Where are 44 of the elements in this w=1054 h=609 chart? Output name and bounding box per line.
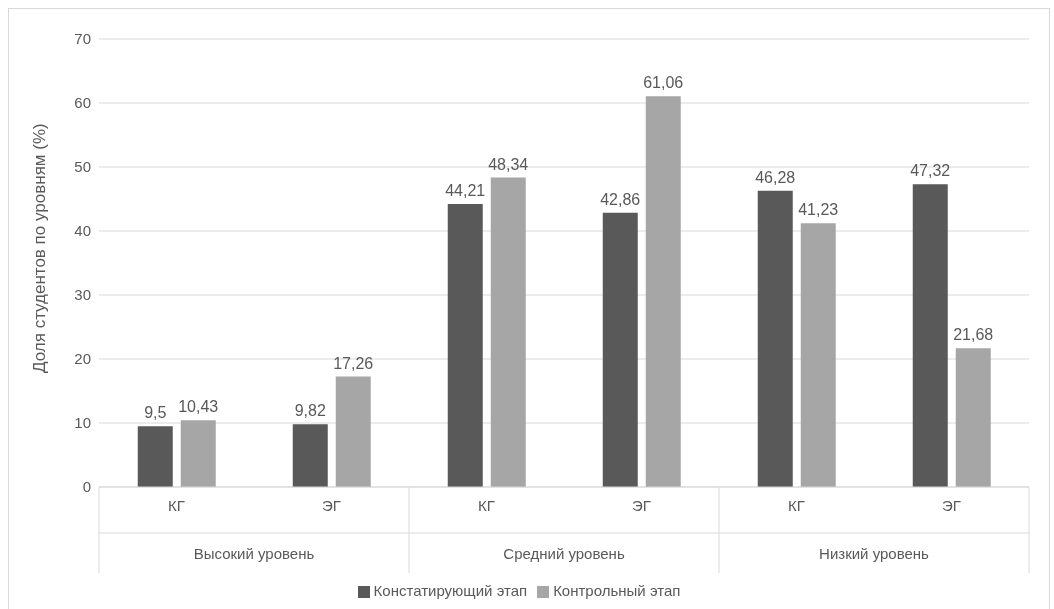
bar: [800, 223, 836, 487]
x-tick-label: ЭГ: [322, 497, 341, 514]
bar: [335, 376, 371, 487]
legend-label: Контрольный этап: [553, 582, 681, 599]
x-tick-label: КГ: [478, 497, 495, 514]
legend-label: Констатирующий этап: [373, 582, 528, 599]
y-tick-label: 0: [82, 478, 91, 496]
y-tick-label: 30: [74, 286, 91, 304]
y-tick-label: 40: [74, 222, 91, 240]
x-tick-label: КГ: [168, 497, 185, 514]
text: Низкий уровень: [819, 545, 930, 562]
bar: [757, 190, 793, 487]
data-label: 44,21: [445, 182, 486, 200]
data-label: 9,82: [294, 402, 326, 420]
bar: [292, 424, 328, 487]
x-tick-label: ЭГ: [942, 497, 961, 514]
y-tick-label: 50: [74, 158, 91, 176]
data-label: 47,32: [910, 162, 951, 180]
data-label: 61,06: [643, 74, 684, 92]
bar: [645, 96, 681, 487]
y-axis-title: Доля студентов по уровням (%): [30, 123, 50, 373]
bar: [180, 420, 216, 487]
y-tick-label: 60: [74, 94, 91, 112]
data-label: 41,23: [798, 201, 839, 219]
x-tick-label: ЭГ: [632, 497, 651, 514]
y-tick-label: 20: [74, 350, 91, 368]
data-label: 48,34: [488, 155, 529, 173]
data-label: 9,5: [144, 404, 167, 422]
bar: [447, 204, 483, 487]
bar: [955, 348, 991, 487]
bar: [912, 184, 948, 487]
data-label: 42,86: [600, 190, 641, 208]
x-tick-label: КГ: [788, 497, 805, 514]
text: Высокий уровень: [193, 545, 315, 562]
bar: [490, 177, 526, 487]
data-label: 10,43: [178, 398, 219, 416]
bar: [602, 212, 638, 487]
y-tick-label: 70: [74, 30, 91, 48]
data-label: 21,68: [953, 326, 994, 344]
y-tick-label: 10: [74, 414, 91, 432]
data-label: 17,26: [333, 354, 374, 372]
bar: [137, 426, 173, 487]
text: Средний уровень: [503, 545, 625, 562]
data-label: 46,28: [755, 168, 796, 186]
